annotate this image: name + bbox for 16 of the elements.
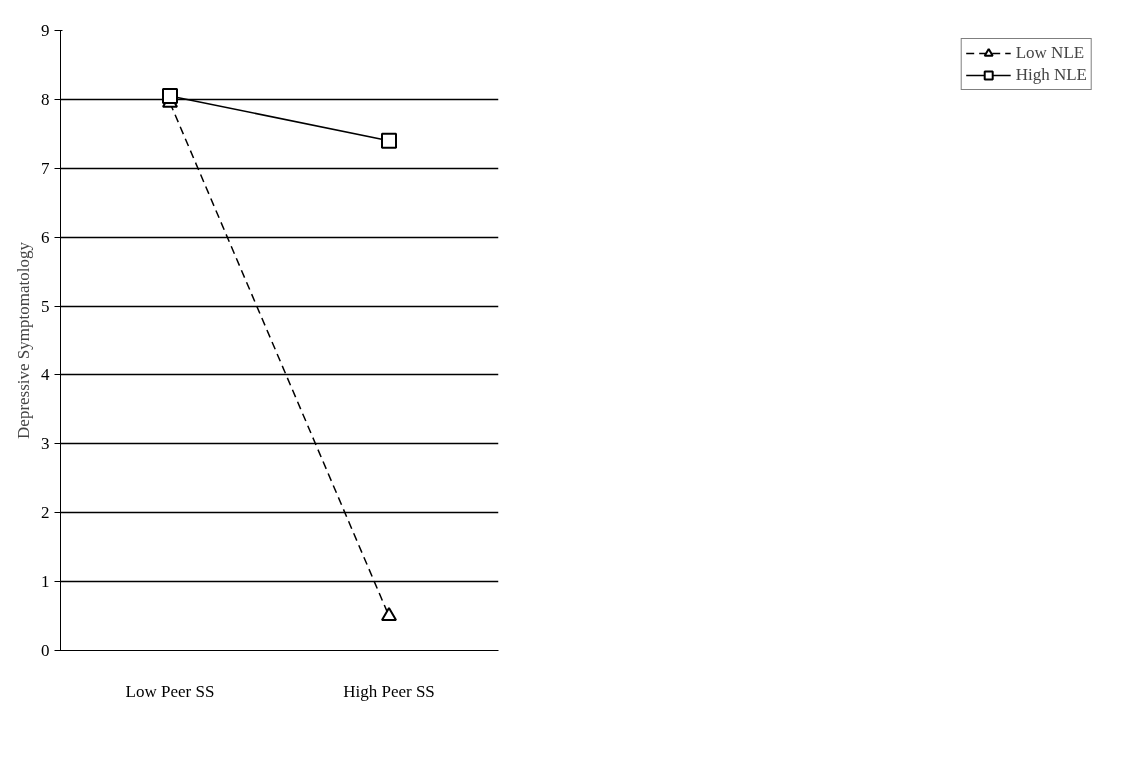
y-tick-label: 8	[41, 89, 50, 109]
y-tick-label: 6	[41, 227, 50, 247]
y-tick-label: 9	[41, 21, 50, 40]
y-tick-label: 1	[41, 572, 50, 592]
x-tick-label: Low Peer SS	[125, 681, 215, 701]
y-tick-label: 5	[41, 296, 50, 316]
legend-label: Low NLE	[1015, 43, 1085, 63]
y-tick-label: 0	[41, 641, 50, 660]
legend-label: High NLE	[1015, 65, 1087, 85]
y-tick-label: 2	[41, 503, 50, 523]
y-tick-label: 7	[41, 158, 50, 178]
y-axis-title: Depressive Symptomatology	[14, 241, 33, 439]
y-tick-label: 4	[41, 365, 50, 385]
x-tick-label: High Peer SS	[343, 681, 435, 701]
point	[381, 132, 397, 149]
y-tick-label: 3	[41, 434, 50, 454]
